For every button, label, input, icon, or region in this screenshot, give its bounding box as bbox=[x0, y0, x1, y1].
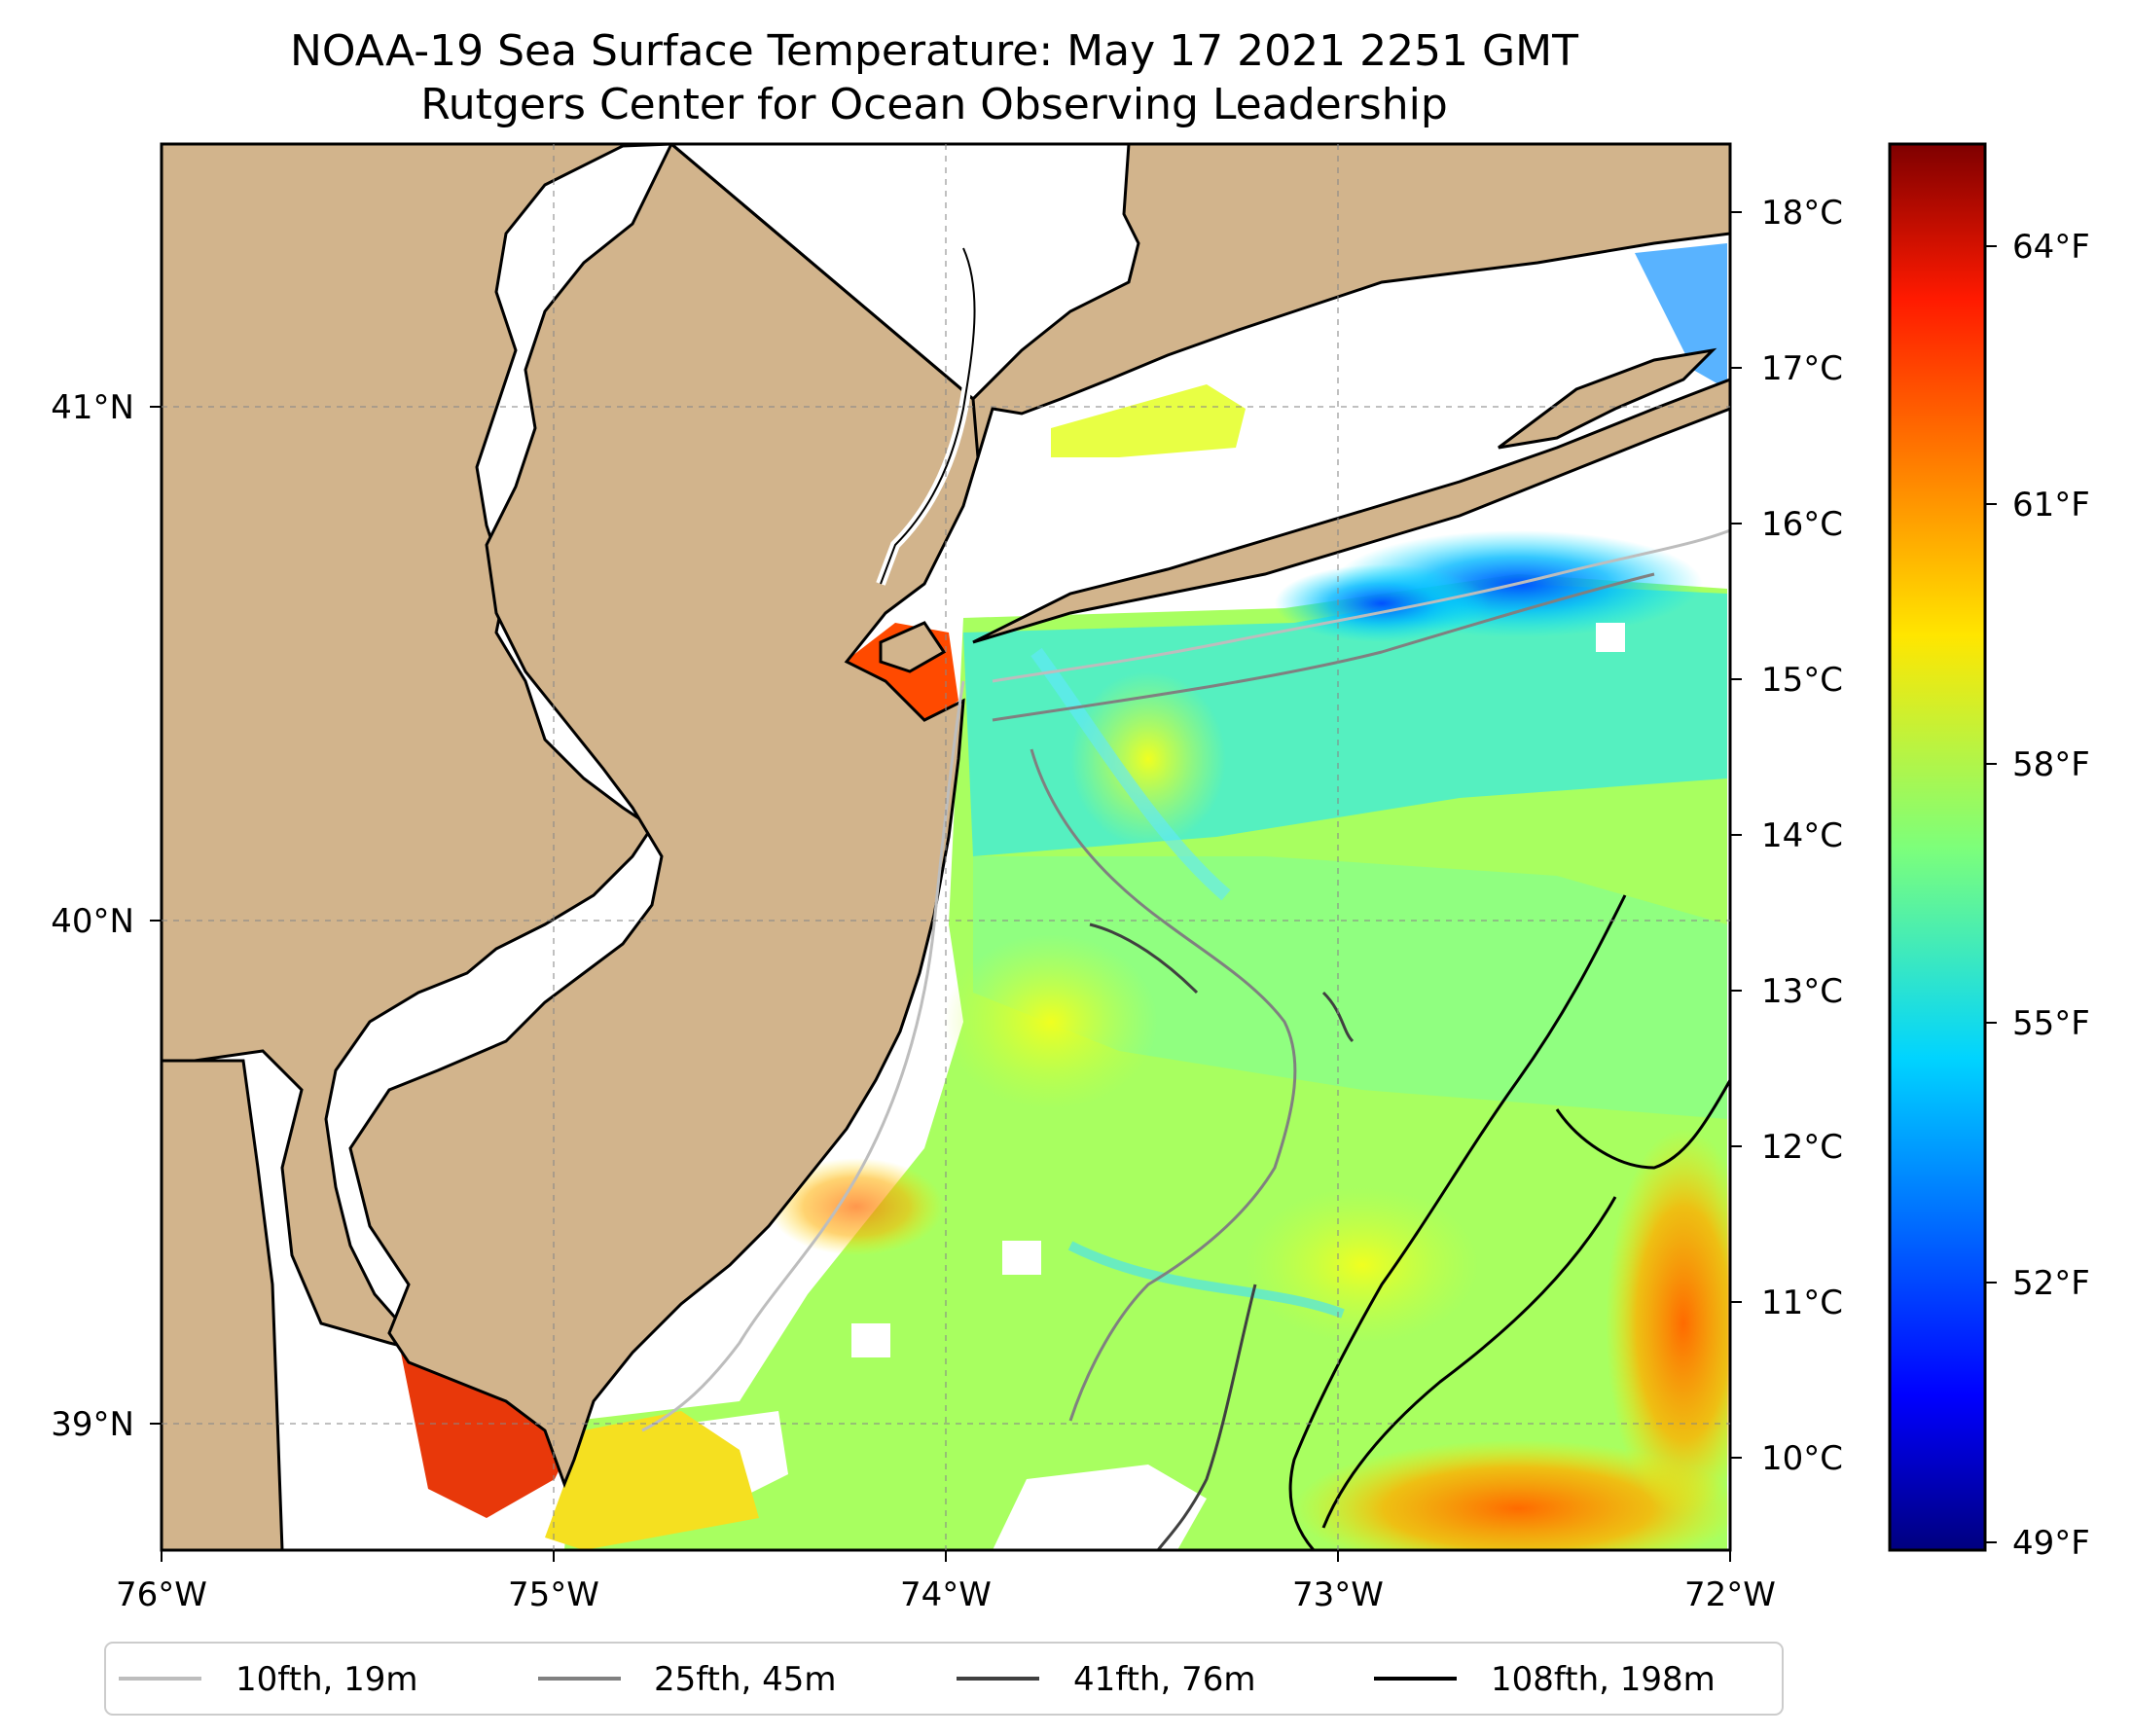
lat-tick-label: 39°N bbox=[51, 1405, 134, 1444]
celsius-tick-label: 18°C bbox=[1761, 194, 1843, 233]
legend-label: 41fth, 76m bbox=[1073, 1660, 1256, 1699]
lon-tick-label: 75°W bbox=[508, 1575, 599, 1614]
colorbar-gradient bbox=[1888, 142, 1987, 1552]
fahrenheit-tick-label: 52°F bbox=[2012, 1264, 2090, 1303]
fahrenheit-tick-label: 61°F bbox=[2012, 486, 2090, 524]
fahrenheit-tick-label: 58°F bbox=[2012, 745, 2090, 784]
chart-title-line2: Rutgers Center for Ocean Observing Leade… bbox=[420, 80, 1448, 129]
fahrenheit-tick-label: 64°F bbox=[2012, 228, 2090, 267]
celsius-tick-label: 16°C bbox=[1761, 505, 1843, 544]
lon-tick-label: 76°W bbox=[116, 1575, 207, 1614]
fahrenheit-tick-label: 49°F bbox=[2012, 1524, 2090, 1563]
celsius-tick-label: 10°C bbox=[1761, 1439, 1843, 1478]
celsius-tick-label: 12°C bbox=[1761, 1128, 1843, 1167]
celsius-tick-label: 14°C bbox=[1761, 816, 1843, 855]
legend: 10fth, 19m 25fth, 45m 41fth, 76m 108fth,… bbox=[104, 1642, 1784, 1716]
celsius-tick-label: 11°C bbox=[1761, 1284, 1843, 1322]
celsius-tick-label: 13°C bbox=[1761, 972, 1843, 1011]
celsius-tick-label: 17°C bbox=[1761, 349, 1843, 388]
lon-tick-label: 73°W bbox=[1292, 1575, 1384, 1614]
lat-tick-label: 40°N bbox=[51, 902, 134, 941]
colorbar: 64°F 61°F 58°F 55°F 52°F 49°F bbox=[1888, 142, 2090, 1563]
gridlines bbox=[162, 144, 1730, 1550]
map-area bbox=[162, 144, 1730, 1550]
chart-title-line1: NOAA-19 Sea Surface Temperature: May 17 … bbox=[290, 26, 1578, 76]
lon-tick-label: 72°W bbox=[1684, 1575, 1776, 1614]
fahrenheit-tick-label: 55°F bbox=[2012, 1004, 2090, 1043]
celsius-tick-label: 15°C bbox=[1761, 661, 1843, 700]
longitude-ticks: 76°W 75°W 74°W 73°W 72°W bbox=[116, 1550, 1776, 1614]
legend-box bbox=[104, 1642, 1784, 1716]
legend-label: 25fth, 45m bbox=[654, 1660, 837, 1699]
latitude-ticks: 41°N 40°N 39°N bbox=[51, 388, 162, 1444]
bathymetry-contours bbox=[641, 528, 1730, 1550]
lat-tick-label: 41°N bbox=[51, 388, 134, 427]
celsius-axis: 18°C 17°C 16°C 15°C 14°C 13°C 12°C 11°C … bbox=[1730, 194, 1843, 1478]
sst-field bbox=[399, 243, 1730, 1550]
lon-tick-label: 74°W bbox=[900, 1575, 992, 1614]
land-areas bbox=[162, 144, 1730, 1550]
legend-label: 108fth, 198m bbox=[1491, 1660, 1716, 1699]
legend-label: 10fth, 19m bbox=[235, 1660, 418, 1699]
